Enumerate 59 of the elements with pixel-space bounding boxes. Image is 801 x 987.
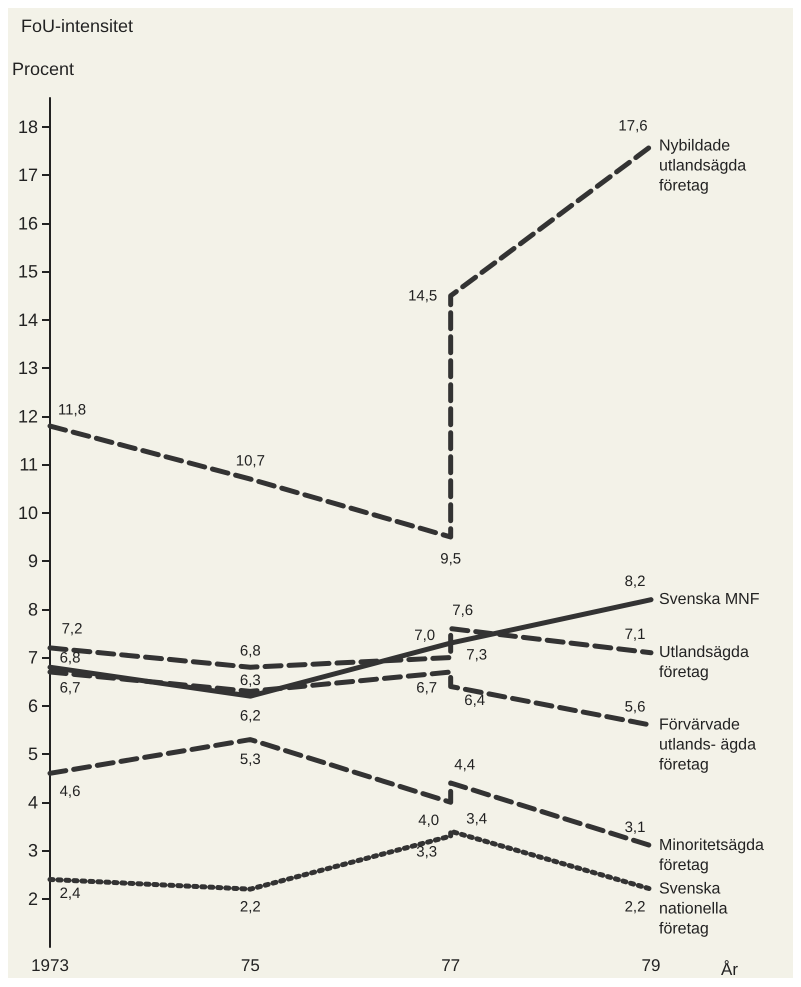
x-axis-title: År: [721, 960, 738, 979]
y-tick-label: 16: [18, 213, 38, 234]
y-tick-label: 18: [18, 116, 38, 137]
data-label: 5,3: [240, 751, 261, 768]
data-label: 9,5: [440, 550, 462, 568]
x-tick-label: 1973: [31, 956, 69, 975]
data-label: 2,2: [624, 898, 646, 916]
series-label: Nybildade utlandsägda företag: [659, 138, 751, 195]
y-axis-title: Procent: [12, 59, 74, 79]
data-label: 6,7: [416, 680, 438, 697]
data-label: 7,1: [624, 626, 646, 644]
chart-title: FoU-intensitet: [21, 16, 134, 36]
data-label: 6,3: [240, 672, 261, 689]
data-label: 3,1: [624, 819, 646, 836]
y-tick-label: 2: [28, 888, 38, 909]
data-label: 2,4: [60, 884, 80, 902]
y-tick-label: 8: [28, 599, 38, 620]
x-tick-label: 77: [441, 956, 460, 975]
data-label: 6,4: [464, 692, 486, 710]
data-label: 6,2: [240, 708, 261, 725]
series-label: Förvärvade utlands- ägda företag: [659, 716, 760, 774]
data-label: 14,5: [408, 287, 438, 304]
y-tick-label: 12: [18, 406, 38, 426]
y-tick-label: 15: [18, 262, 38, 282]
data-label: 4,0: [418, 812, 440, 829]
data-label: 4,4: [454, 756, 476, 774]
x-tick-label: 79: [642, 956, 660, 975]
data-label: 7,6: [452, 602, 474, 620]
data-label: 8,2: [624, 573, 646, 590]
data-label: 10,7: [236, 452, 265, 470]
y-tick-label: 4: [28, 792, 38, 812]
data-label: 4,6: [60, 782, 80, 800]
data-label: 3,4: [466, 810, 488, 828]
data-label: 6,8: [240, 642, 261, 660]
y-tick-label: 11: [19, 454, 38, 475]
y-tick-label: 17: [18, 165, 38, 186]
series-label: Minoritetsägda företag: [659, 837, 768, 874]
y-tick-label: 6: [28, 696, 38, 716]
data-label: 3,3: [416, 844, 438, 861]
data-label: 6,7: [60, 680, 80, 697]
y-tick-label: 3: [28, 840, 38, 861]
data-label: 11,8: [58, 402, 86, 419]
y-tick-label: 14: [18, 310, 38, 330]
series-label: Svenska MNF: [659, 591, 760, 608]
y-tick-label: 10: [18, 502, 38, 523]
data-label: 2,2: [240, 898, 261, 916]
data-label: 6,8: [60, 650, 80, 667]
series-label: Svenska nationella företag: [659, 880, 732, 938]
data-label: 7,3: [466, 646, 488, 664]
x-tick-label: 75: [240, 956, 260, 975]
y-tick-label: 13: [18, 358, 38, 378]
data-label: 7,2: [62, 620, 82, 638]
y-tick-label: 7: [28, 648, 38, 668]
data-label: 17,6: [618, 118, 648, 135]
y-tick-label: 5: [28, 744, 38, 764]
series-label: Utlandsägda företag: [659, 644, 754, 682]
y-tick-label: 9: [28, 551, 38, 572]
data-label: 5,6: [624, 698, 646, 716]
data-label: 7,0: [414, 627, 436, 644]
